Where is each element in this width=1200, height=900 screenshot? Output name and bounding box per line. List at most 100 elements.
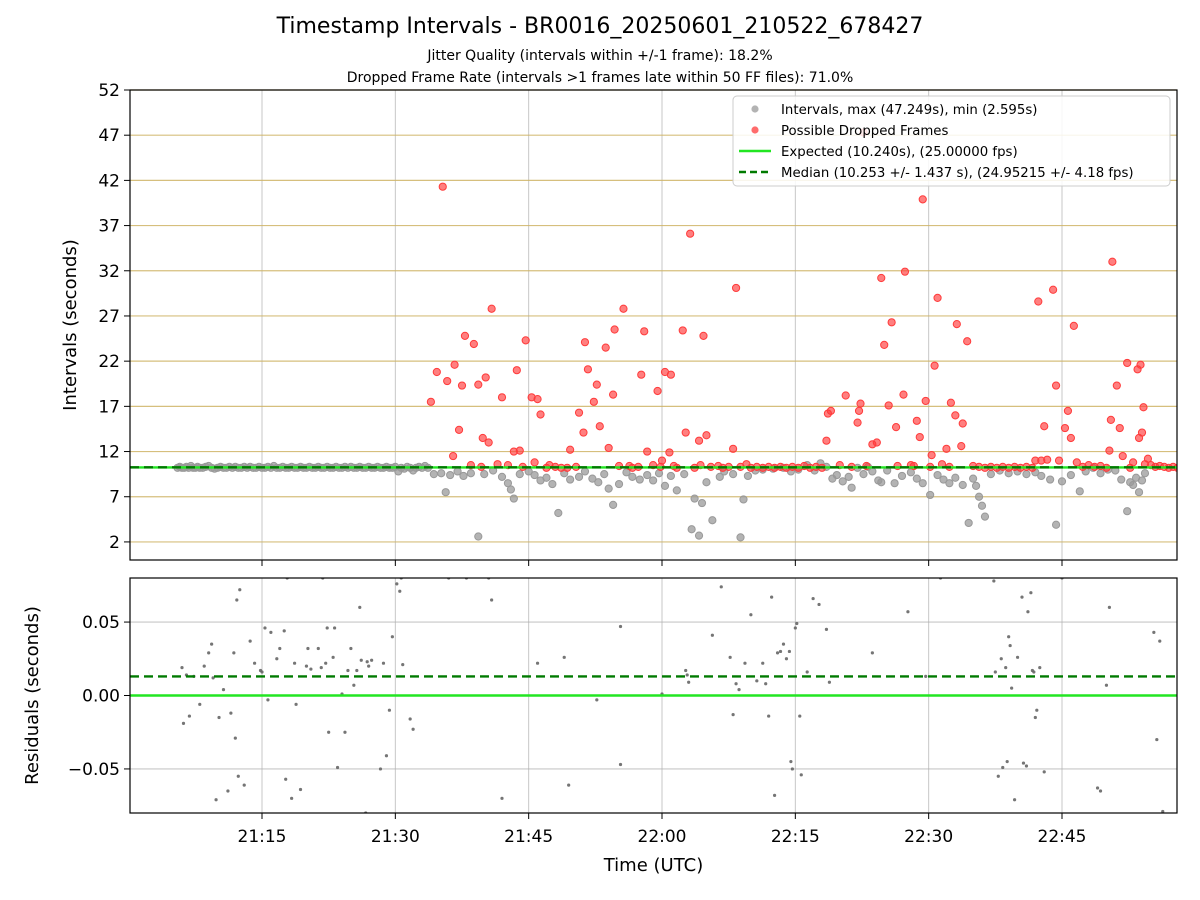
residual-point: [202, 664, 206, 668]
interval-point: [918, 479, 927, 488]
residual-point: [266, 698, 270, 702]
residual-point: [795, 621, 799, 626]
residual-point: [817, 602, 821, 607]
y-tick-label: 22: [98, 352, 120, 372]
y-tick-label: −0.05: [68, 760, 120, 780]
residual-point: [1015, 655, 1020, 659]
residual-point: [355, 668, 359, 673]
residual-point: [349, 646, 353, 651]
y-axis-label: Intervals (seconds): [60, 239, 81, 411]
residual-point: [187, 714, 192, 718]
interval-point: [1022, 470, 1031, 479]
interval-point: [497, 472, 507, 481]
dropped-frame-point: [822, 436, 831, 445]
legend-entry: Median (10.253 +/- 1.437 s), (24.95215 +…: [739, 166, 1134, 181]
residual-point: [408, 717, 412, 721]
interval-point: [708, 516, 717, 525]
x-tick-label: 21:45: [504, 827, 553, 847]
dropped-frame-point: [731, 283, 741, 293]
y-tick-label: 7: [109, 488, 120, 508]
dropped-frame-point: [856, 399, 865, 408]
dropped-frame-point: [1049, 285, 1058, 294]
interval-point: [672, 486, 681, 495]
interval-point: [945, 479, 954, 488]
interval-point: [715, 472, 724, 481]
interval-point: [580, 467, 590, 476]
residual-point: [924, 674, 928, 679]
residual-point: [790, 767, 794, 771]
interval-point: [666, 471, 675, 481]
residual-point: [292, 661, 297, 665]
x-tick-label: 22:45: [1038, 827, 1087, 847]
interval-point: [604, 484, 613, 493]
residual-point: [567, 783, 571, 787]
interval-point: [1123, 507, 1132, 516]
dropped-frame-point: [583, 365, 593, 374]
dropped-frame-point: [533, 395, 542, 404]
residual-point: [327, 730, 331, 734]
dropped-frame-point: [1115, 423, 1124, 433]
y-tick-label: 27: [98, 307, 120, 327]
residual-point: [799, 773, 803, 777]
residual-point: [772, 793, 777, 797]
dropped-frame-point: [574, 408, 584, 417]
residual-point: [229, 711, 233, 715]
interval-point: [729, 470, 738, 479]
residual-point: [252, 661, 257, 665]
residual-point: [411, 727, 415, 731]
residual-point: [761, 661, 765, 665]
dropped-frame-point: [930, 361, 939, 370]
dropped-frame-point: [884, 401, 893, 410]
residual-point: [1029, 591, 1033, 595]
residual-point: [1020, 595, 1024, 599]
dropped-frame-point: [595, 422, 604, 431]
dropped-frame-point: [1118, 451, 1127, 461]
interval-point: [1046, 475, 1055, 484]
residual-point: [793, 626, 797, 630]
dropped-frame-point: [426, 397, 435, 406]
interval-point: [702, 478, 711, 487]
interval-point: [1134, 488, 1144, 497]
residual-point: [996, 774, 1000, 778]
residual-point: [781, 642, 786, 646]
residual-point: [827, 680, 832, 684]
interval-point: [974, 492, 984, 501]
dropped-frame-point: [469, 339, 478, 349]
interval-point: [890, 479, 899, 488]
dropped-frame-point: [481, 373, 490, 382]
dropped-frame-point: [933, 293, 942, 302]
dropped-frame-point: [521, 336, 530, 345]
dropped-frame-point: [530, 458, 539, 467]
interval-point: [1096, 469, 1105, 478]
interval-point: [687, 525, 696, 534]
dropped-frame-point: [666, 370, 675, 379]
residual-point: [1107, 605, 1112, 609]
residual-point: [1042, 770, 1046, 774]
residual-point: [207, 651, 211, 655]
dropped-frame-point: [1106, 415, 1115, 425]
interval-point: [515, 470, 524, 479]
dropped-frame-point: [601, 343, 610, 352]
y-tick-label: 0.00: [82, 687, 120, 707]
interval-point: [614, 479, 624, 489]
dropped-frame-point: [1129, 458, 1138, 467]
interval-point: [1051, 520, 1061, 529]
residual-point: [263, 626, 267, 630]
residual-point: [992, 579, 996, 583]
interval-point: [868, 467, 877, 476]
legend-label: Possible Dropped Frames: [781, 124, 948, 139]
legend-label: Median (10.253 +/- 1.437 s), (24.95215 +…: [781, 166, 1134, 181]
dropped-frame-point: [900, 267, 910, 276]
interval-point: [739, 495, 748, 504]
residual-point: [1007, 635, 1011, 639]
dropped-frame-point: [958, 419, 967, 428]
interval-point: [466, 469, 475, 478]
y-tick-label: 37: [98, 217, 120, 237]
interval-point: [600, 470, 609, 479]
dropped-frame-point: [918, 195, 927, 204]
interval-point: [649, 476, 658, 485]
dropped-frame-point: [854, 406, 864, 415]
residual-point: [500, 796, 504, 800]
residual-point: [1026, 610, 1030, 614]
